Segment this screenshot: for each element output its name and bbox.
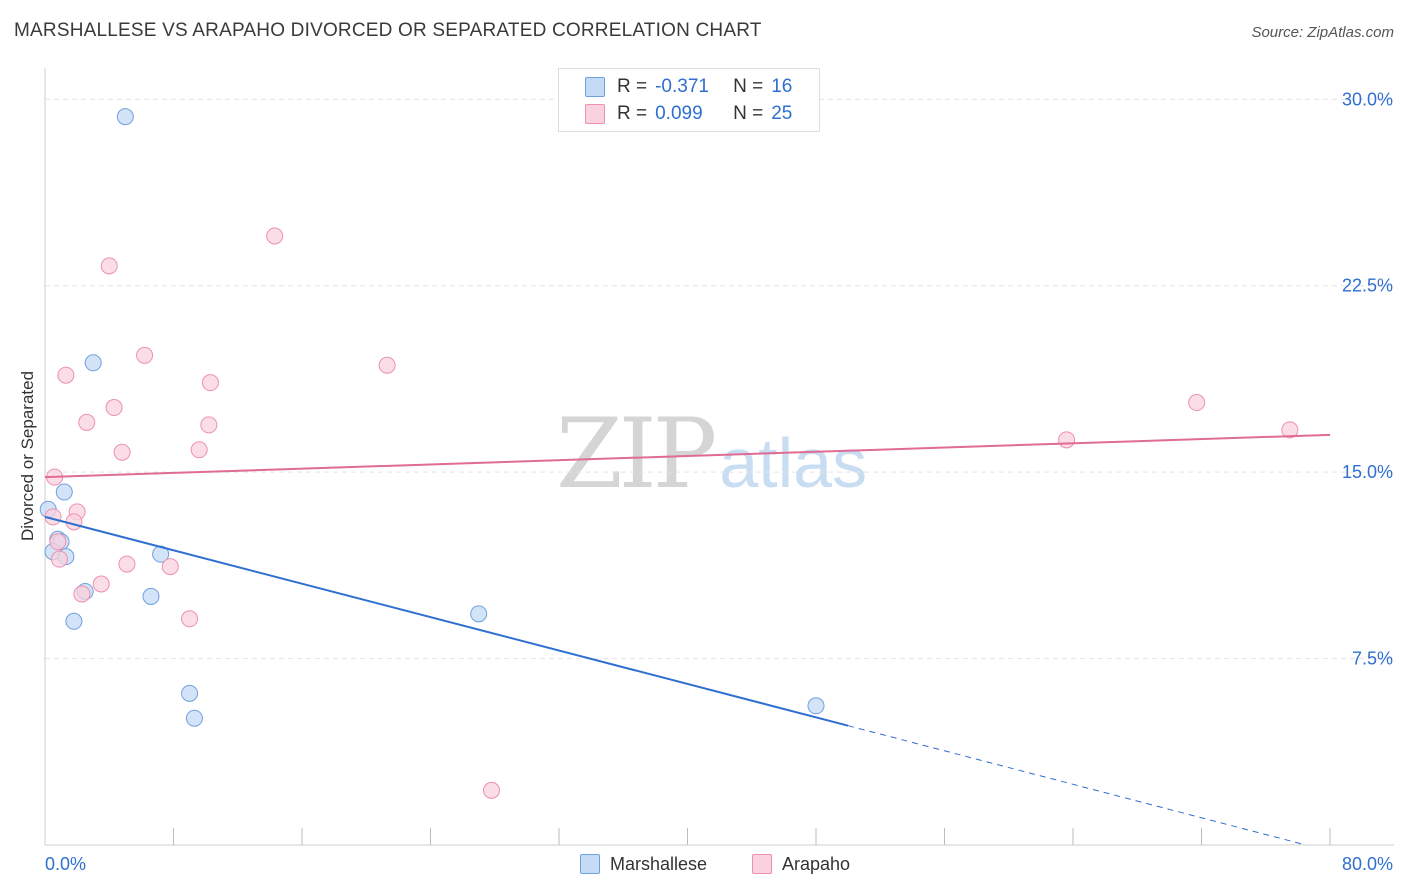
- marshallese-point: [142, 587, 160, 605]
- bottom-legend-marshallese: Marshallese: [580, 852, 707, 876]
- legend-row-arapaho: R = 0.099 N = 25: [585, 102, 792, 126]
- arapaho-point: [1281, 421, 1299, 439]
- arapaho-point: [161, 558, 179, 576]
- arapaho-point: [181, 610, 199, 628]
- arapaho-point: [113, 443, 131, 461]
- marshallese-trend-line-extension: [847, 725, 1307, 846]
- arapaho-point: [136, 346, 154, 364]
- y-tick-label: 7.5%: [1352, 649, 1393, 669]
- marshallese-point: [181, 684, 199, 702]
- legend-r-value: -0.371: [655, 76, 709, 97]
- arapaho-point: [190, 441, 208, 459]
- marshallese-point: [470, 605, 488, 623]
- arapaho-point: [118, 555, 136, 573]
- legend-n-label: N =: [733, 103, 764, 124]
- arapaho-point: [378, 356, 396, 374]
- marshallese-trend-line: [44, 515, 849, 727]
- arapaho-point: [483, 781, 501, 799]
- arapaho-trend-line: [44, 433, 1331, 479]
- marshallese-point: [116, 108, 134, 126]
- arapaho-point: [1058, 431, 1076, 449]
- watermark-atlas: atlas: [719, 424, 868, 502]
- arapaho-point: [92, 575, 110, 593]
- arapaho-point: [78, 413, 96, 431]
- arapaho-point: [1188, 394, 1206, 412]
- legend-r-label: R =: [617, 76, 648, 97]
- legend-swatch-marshallese: [585, 77, 605, 97]
- arapaho-point: [65, 513, 83, 531]
- watermark-zip: ZIP: [556, 398, 717, 510]
- x-tick-label: 80.0%: [1342, 854, 1393, 874]
- bottom-legend-label-arapaho: Arapaho: [782, 853, 851, 874]
- arapaho-point: [57, 366, 75, 384]
- chart-title: MARSHALLESE VS ARAPAHO DIVORCED OR SEPAR…: [14, 20, 762, 41]
- arapaho-point: [100, 257, 118, 275]
- bottom-legend-arapaho: Arapaho: [752, 852, 850, 876]
- y-tick-label: 30.0%: [1342, 89, 1393, 109]
- marshallese-point: [65, 612, 83, 630]
- legend-r-label: R =: [617, 103, 648, 124]
- legend-n-label: N =: [733, 76, 764, 97]
- bottom-legend-swatch-arapaho: [752, 854, 772, 874]
- source-label: Source: ZipAtlas.com: [1251, 24, 1394, 41]
- arapaho-point: [73, 585, 91, 603]
- arapaho-point: [50, 550, 68, 568]
- legend-swatch-arapaho: [585, 104, 605, 124]
- legend-n-value: 25: [771, 103, 793, 124]
- x-tick-label: 0.0%: [45, 854, 86, 874]
- y-tick-label: 22.5%: [1342, 276, 1393, 296]
- arapaho-point: [266, 227, 284, 245]
- bottom-legend-label-marshallese: Marshallese: [610, 853, 708, 874]
- bottom-legend-swatch-marshallese: [580, 854, 600, 874]
- arapaho-point: [201, 374, 219, 392]
- marshallese-point: [84, 354, 102, 372]
- marshallese-point: [185, 709, 203, 727]
- legend-row-marshallese: R = -0.371 N = 16: [585, 75, 792, 99]
- marshallese-point: [807, 697, 825, 715]
- arapaho-point: [105, 399, 123, 417]
- y-tick-label: 15.0%: [1342, 462, 1393, 482]
- marshallese-point: [55, 483, 73, 501]
- watermark: ZIPatlas: [556, 398, 867, 510]
- arapaho-point: [200, 416, 218, 434]
- legend-n-value: 16: [771, 76, 793, 97]
- arapaho-point: [49, 533, 67, 551]
- stats-legend: R = -0.371 N = 16 R = 0.099 N = 25: [558, 68, 820, 132]
- legend-r-value: 0.099: [655, 103, 703, 124]
